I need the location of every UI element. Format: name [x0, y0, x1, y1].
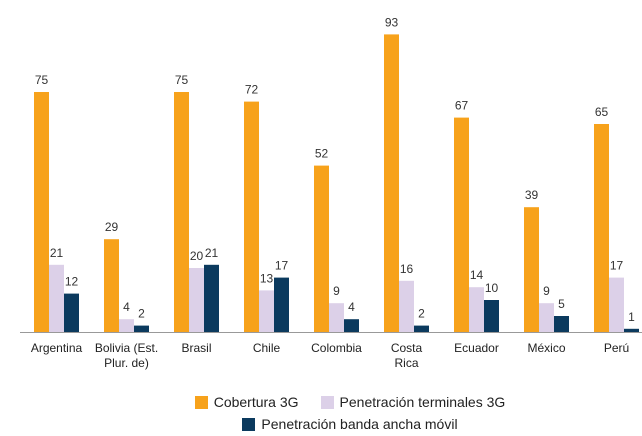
value-label: 75	[35, 73, 49, 87]
legend-swatch	[242, 417, 256, 431]
bar	[34, 92, 49, 332]
bar	[469, 287, 484, 332]
x-tick-label: Colombia	[311, 341, 362, 355]
value-label: 21	[205, 246, 219, 260]
value-label: 52	[315, 147, 329, 161]
value-label: 1	[628, 310, 635, 324]
bar	[119, 319, 134, 332]
bar	[104, 239, 119, 332]
bar	[399, 280, 414, 332]
value-label: 2	[138, 307, 145, 321]
value-label: 39	[525, 188, 539, 202]
value-label: 9	[333, 284, 340, 298]
x-tick-label: Bolivia (Est. Plur. de)	[94, 341, 159, 370]
bar	[539, 303, 554, 332]
value-label: 12	[65, 275, 79, 289]
value-label: 65	[595, 105, 609, 119]
value-label: 4	[348, 300, 355, 314]
legend-item: Penetración terminales 3G	[320, 393, 506, 411]
value-label: 10	[485, 281, 499, 295]
bar	[454, 117, 469, 332]
bar	[204, 264, 219, 332]
value-label: 75	[175, 73, 189, 87]
legend-swatch	[320, 395, 334, 409]
x-tick-label: Chile	[252, 341, 281, 355]
value-label: 9	[543, 284, 550, 298]
bar	[329, 303, 344, 332]
legend-label: Cobertura 3G	[213, 394, 299, 410]
value-label: 17	[610, 259, 624, 273]
x-tick-label: Brasil	[181, 341, 212, 355]
x-tick-label: Costa Rica	[390, 341, 423, 370]
value-label: 93	[385, 15, 399, 29]
value-label: 14	[470, 268, 484, 282]
bar	[259, 290, 274, 332]
value-label: 2	[418, 307, 425, 321]
x-tick-label: Ecuador	[454, 341, 499, 355]
value-label: 17	[275, 259, 289, 273]
bar	[524, 207, 539, 332]
x-tick-label: México	[527, 341, 566, 355]
bar	[414, 325, 429, 332]
value-label: 16	[400, 262, 414, 276]
value-label: 72	[245, 83, 259, 97]
bar	[174, 92, 189, 332]
bar	[384, 34, 399, 333]
bar	[624, 328, 639, 332]
bar	[134, 325, 149, 332]
legend-item: Penetración banda ancha móvil	[242, 415, 458, 433]
bar	[609, 277, 624, 332]
value-label: 67	[455, 99, 469, 113]
value-label: 5	[558, 297, 565, 311]
bar	[274, 277, 289, 332]
x-tick-label: Perú	[603, 341, 630, 355]
value-label: 13	[260, 271, 274, 285]
bar	[344, 319, 359, 332]
bar	[189, 268, 204, 332]
legend-item: Cobertura 3G	[194, 393, 299, 411]
legend: Cobertura 3G Penetración terminales 3G Pen…	[140, 393, 560, 433]
value-label: 29	[105, 220, 119, 234]
value-label: 4	[123, 300, 130, 314]
value-label: 20	[190, 249, 204, 263]
value-label: 21	[50, 246, 64, 260]
bar	[64, 293, 79, 332]
bar	[484, 300, 499, 332]
legend-swatch	[194, 395, 208, 409]
bar	[594, 124, 609, 332]
bar	[314, 165, 329, 332]
x-tick-label: Argentina	[30, 341, 83, 355]
legend-label: Penetración banda ancha móvil	[261, 416, 458, 432]
bar	[49, 264, 64, 332]
bar	[244, 101, 259, 332]
legend-label: Penetración terminales 3G	[339, 394, 506, 410]
bar	[554, 316, 569, 332]
